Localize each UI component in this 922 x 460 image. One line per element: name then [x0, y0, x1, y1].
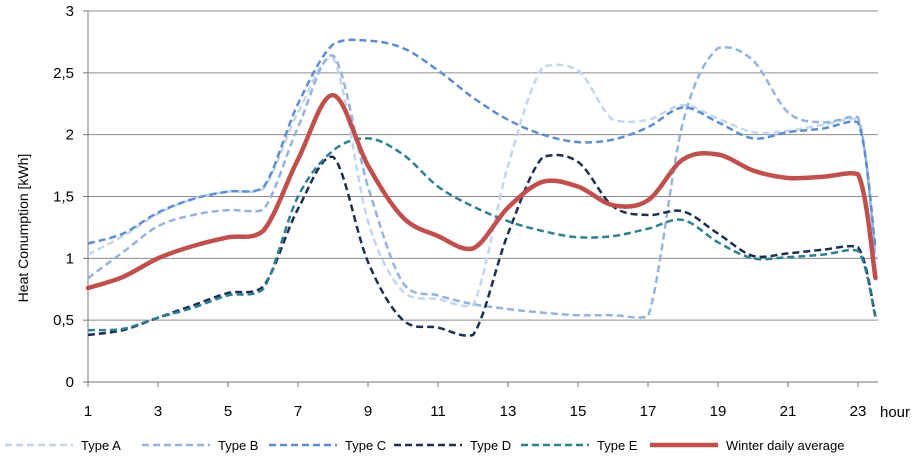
- y-tick-label: 0: [66, 374, 74, 391]
- series-line-type-a: [87, 56, 877, 308]
- x-tick-label: 9: [364, 403, 372, 420]
- legend: Type A Type B Type C Type D Type E Winter dai…: [5, 438, 845, 453]
- x-tick-label: 7: [294, 403, 302, 420]
- legend-label-type-c: Type C: [345, 438, 386, 453]
- series-line-winter-daily-average: [85, 92, 878, 291]
- x-axis-label: hour: [880, 404, 910, 421]
- legend-label-type-b: Type B: [218, 438, 258, 453]
- y-tick-label: 0,5: [53, 312, 74, 329]
- x-tick-label: 3: [154, 403, 162, 420]
- legend-label-type-a: Type A: [81, 438, 121, 453]
- x-tick-label: 17: [640, 403, 657, 420]
- series-line-type-e: [87, 137, 877, 332]
- y-tick-labels: 0 0,5 1 1,5 2 2,5 3: [53, 3, 74, 391]
- x-tick-label: 15: [570, 403, 587, 420]
- legend-label-winter-daily-average: Winter daily average: [726, 438, 845, 453]
- x-tick-labels: 1 3 5 7 9 11 13 15 17 19 21 23: [84, 403, 867, 420]
- x-tick-label: 19: [710, 403, 727, 420]
- y-tick-label: 2,5: [53, 65, 74, 82]
- y-tick-label: 1,5: [53, 189, 74, 206]
- x-tick-label: 21: [780, 403, 797, 420]
- x-tick-label: 23: [850, 403, 867, 420]
- y-axis-label: Heat Conumption [kWh]: [15, 154, 31, 303]
- x-tick-label: 5: [224, 403, 232, 420]
- series-line-type-b: [87, 46, 877, 319]
- legend-label-type-e: Type E: [597, 438, 638, 453]
- y-tick-label: 3: [66, 3, 74, 20]
- legend-label-type-d: Type D: [470, 438, 511, 453]
- gridlines: [88, 10, 878, 321]
- series-line-type-d: [87, 153, 877, 337]
- axes: [83, 10, 878, 387]
- x-tick-label: 11: [430, 403, 446, 420]
- x-tick-label: 13: [500, 403, 517, 420]
- y-tick-label: 1: [66, 250, 74, 267]
- series-line-type-c: [87, 38, 877, 249]
- x-tick-label: 1: [84, 403, 92, 420]
- series-lines: [85, 38, 878, 337]
- y-tick-label: 2: [66, 127, 74, 144]
